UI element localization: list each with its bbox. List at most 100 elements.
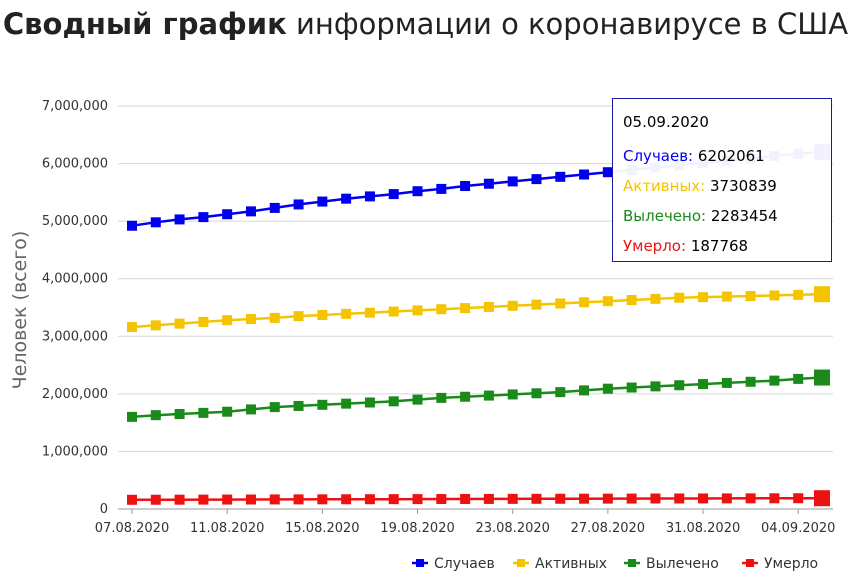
data-point[interactable] bbox=[388, 494, 399, 505]
data-point[interactable] bbox=[460, 303, 471, 314]
data-point[interactable] bbox=[555, 387, 566, 398]
data-point[interactable] bbox=[317, 309, 328, 320]
data-point[interactable] bbox=[269, 494, 280, 505]
data-point[interactable] bbox=[174, 214, 185, 225]
data-point[interactable] bbox=[531, 493, 542, 504]
data-point[interactable] bbox=[222, 315, 233, 326]
data-point[interactable] bbox=[745, 493, 756, 504]
data-point[interactable] bbox=[364, 191, 375, 202]
data-point[interactable] bbox=[579, 385, 590, 396]
data-point[interactable] bbox=[814, 490, 830, 507]
data-point[interactable] bbox=[769, 375, 780, 386]
data-point[interactable] bbox=[793, 289, 804, 300]
data-point[interactable] bbox=[245, 206, 256, 217]
data-point[interactable] bbox=[555, 171, 566, 182]
data-point[interactable] bbox=[317, 196, 328, 207]
data-point[interactable] bbox=[507, 389, 518, 400]
data-point[interactable] bbox=[626, 295, 637, 306]
data-point[interactable] bbox=[364, 307, 375, 318]
legend-item[interactable]: Умерло bbox=[742, 556, 818, 572]
data-point[interactable] bbox=[198, 494, 209, 505]
data-point[interactable] bbox=[269, 202, 280, 213]
data-point[interactable] bbox=[531, 174, 542, 185]
data-point[interactable] bbox=[721, 493, 732, 504]
data-point[interactable] bbox=[674, 292, 685, 303]
data-point[interactable] bbox=[531, 388, 542, 399]
data-point[interactable] bbox=[674, 380, 685, 391]
data-point[interactable] bbox=[412, 186, 423, 197]
data-point[interactable] bbox=[460, 181, 471, 192]
data-point[interactable] bbox=[412, 494, 423, 505]
data-point[interactable] bbox=[388, 396, 399, 407]
data-point[interactable] bbox=[769, 493, 780, 504]
data-point[interactable] bbox=[555, 493, 566, 504]
data-point[interactable] bbox=[127, 220, 137, 231]
data-point[interactable] bbox=[269, 312, 280, 323]
data-point[interactable] bbox=[293, 400, 304, 411]
data-point[interactable] bbox=[721, 377, 732, 388]
data-point[interactable] bbox=[317, 494, 328, 505]
data-point[interactable] bbox=[388, 189, 399, 200]
data-point[interactable] bbox=[507, 493, 518, 504]
data-point[interactable] bbox=[483, 493, 494, 504]
data-point[interactable] bbox=[293, 311, 304, 322]
data-point[interactable] bbox=[793, 373, 804, 384]
legend-item[interactable]: Вылечено bbox=[624, 556, 719, 572]
data-point[interactable] bbox=[579, 169, 590, 180]
data-point[interactable] bbox=[388, 306, 399, 317]
data-point[interactable] bbox=[814, 369, 830, 386]
data-point[interactable] bbox=[483, 301, 494, 312]
data-point[interactable] bbox=[436, 392, 447, 403]
data-point[interactable] bbox=[293, 494, 304, 505]
legend-item[interactable]: Активных bbox=[513, 556, 607, 572]
data-point[interactable] bbox=[650, 493, 661, 504]
data-point[interactable] bbox=[127, 322, 137, 333]
data-point[interactable] bbox=[269, 402, 280, 413]
data-point[interactable] bbox=[483, 390, 494, 401]
data-point[interactable] bbox=[174, 318, 185, 329]
data-point[interactable] bbox=[814, 286, 830, 303]
data-point[interactable] bbox=[436, 183, 447, 194]
data-point[interactable] bbox=[412, 305, 423, 316]
data-point[interactable] bbox=[245, 314, 256, 325]
data-point[interactable] bbox=[674, 493, 685, 504]
data-point[interactable] bbox=[460, 391, 471, 402]
data-point[interactable] bbox=[602, 383, 613, 394]
legend-item[interactable]: Случаев bbox=[412, 556, 495, 572]
data-point[interactable] bbox=[150, 410, 161, 421]
data-point[interactable] bbox=[602, 493, 613, 504]
data-point[interactable] bbox=[150, 494, 161, 505]
data-point[interactable] bbox=[174, 494, 185, 505]
data-point[interactable] bbox=[531, 299, 542, 310]
data-point[interactable] bbox=[198, 316, 209, 327]
data-point[interactable] bbox=[650, 381, 661, 392]
data-point[interactable] bbox=[364, 397, 375, 408]
data-point[interactable] bbox=[198, 212, 209, 223]
data-point[interactable] bbox=[245, 494, 256, 505]
data-point[interactable] bbox=[769, 290, 780, 301]
data-point[interactable] bbox=[721, 291, 732, 302]
data-point[interactable] bbox=[341, 193, 352, 204]
data-point[interactable] bbox=[222, 494, 233, 505]
data-point[interactable] bbox=[460, 493, 471, 504]
data-point[interactable] bbox=[579, 297, 590, 308]
data-point[interactable] bbox=[150, 320, 161, 331]
data-point[interactable] bbox=[293, 199, 304, 210]
data-point[interactable] bbox=[626, 493, 637, 504]
data-point[interactable] bbox=[698, 292, 709, 303]
data-point[interactable] bbox=[793, 493, 804, 504]
data-point[interactable] bbox=[341, 398, 352, 409]
data-point[interactable] bbox=[436, 304, 447, 315]
data-point[interactable] bbox=[507, 300, 518, 311]
data-point[interactable] bbox=[650, 293, 661, 304]
data-point[interactable] bbox=[364, 494, 375, 505]
data-point[interactable] bbox=[317, 399, 328, 410]
data-point[interactable] bbox=[745, 376, 756, 387]
data-point[interactable] bbox=[222, 406, 233, 417]
data-point[interactable] bbox=[198, 407, 209, 418]
data-point[interactable] bbox=[341, 494, 352, 505]
data-point[interactable] bbox=[555, 298, 566, 309]
data-point[interactable] bbox=[507, 176, 518, 187]
data-point[interactable] bbox=[174, 409, 185, 420]
data-point[interactable] bbox=[602, 296, 613, 307]
